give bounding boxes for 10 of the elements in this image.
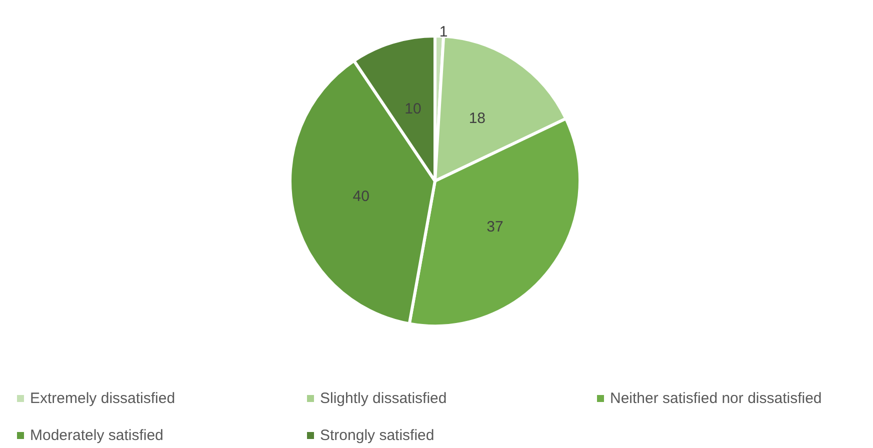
- legend-label: Extremely dissatisfied: [30, 390, 176, 407]
- legend-label: Neither satisfied nor dissatisfied: [610, 390, 822, 407]
- data-label: 10: [404, 100, 422, 118]
- legend-label: Moderately satisfied: [30, 427, 164, 444]
- data-label: 1: [439, 24, 448, 41]
- legend-label: Strongly satisfied: [320, 427, 434, 444]
- data-label: 40: [352, 188, 370, 206]
- data-label: 18: [468, 110, 486, 127]
- legend-label: Slightly dissatisfied: [320, 390, 447, 407]
- data-label: 37: [486, 218, 504, 236]
